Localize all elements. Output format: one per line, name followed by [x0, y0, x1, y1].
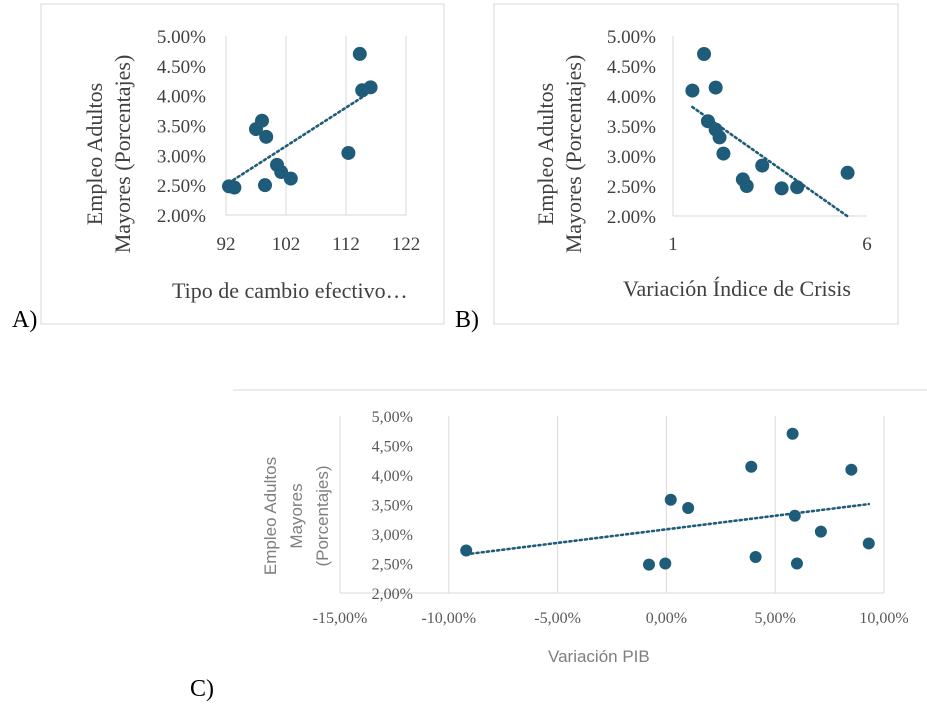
chart-a-y-tick-label: 2.50%: [157, 176, 206, 197]
chart-c-point: [786, 427, 799, 440]
chart-c: 2,00% 2,50% 3,00% 3,50% 4,00% 4,50% 5,00% -15,0…: [313, 409, 909, 627]
chart-a-x-tick-label: 122: [392, 234, 421, 255]
chart-a-point: [255, 113, 269, 128]
chart-c-point: [682, 502, 695, 515]
chart-b-point: [774, 181, 789, 196]
chart-a-trendline: [227, 90, 372, 185]
chart-a-y-tick-label: 4.50%: [157, 57, 206, 78]
chart-c-point: [845, 463, 858, 476]
chart-b: 2.00% 2.50% 3.00% 3.50% 4.00% 4.50% 5.00% 1 6: [607, 27, 872, 255]
chart-a-y-tick-label: 3.50%: [157, 117, 206, 138]
chart-a-y-tick-label: 3.00%: [157, 146, 206, 167]
chart-c-point: [862, 537, 875, 550]
chart-b-ylabel-line1: Empleo Adultos: [533, 83, 558, 225]
chart-b-y-tick-label: 4.00%: [607, 87, 656, 108]
chart-b-point: [739, 179, 754, 193]
chart-a-point: [227, 180, 242, 195]
chart-c-trendline: [464, 502, 871, 556]
chart-c-point: [460, 544, 473, 557]
chart-a-x-tick-label: 102: [272, 234, 301, 255]
chart-b-y-tick-label: 2.00%: [607, 207, 656, 228]
chart-b-y-tick-label: 4.50%: [607, 57, 656, 78]
chart-c-x-tick-label: 5,00%: [755, 610, 796, 627]
chart-c-y-tick-label: 3,50%: [372, 498, 413, 515]
chart-c-point: [659, 557, 672, 570]
chart-a-x-tick-label: 112: [332, 234, 360, 255]
chart-c-x-tick-label: -10,00%: [421, 610, 476, 627]
chart-c-x-tick-label: -15,00%: [313, 610, 368, 627]
chart-c-y-tick-label: 5,00%: [372, 409, 413, 426]
chart-c-ylabel-line3: (Porcentajes): [313, 465, 332, 566]
chart-c-point: [642, 558, 655, 571]
chart-b-xlabel: Variación Índice de Crisis: [623, 276, 851, 301]
chart-b-x-tick-label: 6: [862, 234, 872, 255]
chart-c-y-tick-label: 4,50%: [372, 439, 413, 456]
chart-b-point: [840, 165, 855, 180]
chart-c-x-tick-label: 0,00%: [646, 610, 687, 627]
chart-c-point: [664, 493, 677, 506]
chart-b-point: [712, 130, 727, 145]
chart-b-y-tick-label: 3.50%: [607, 117, 656, 138]
chart-b-point: [708, 80, 723, 95]
chart-c-ylabel-line2: Mayores: [287, 483, 306, 548]
chart-c-y-tick-label: 3,00%: [372, 527, 413, 544]
chart-a-y-tick-label: 4.00%: [157, 87, 206, 108]
chart-c-x-tick-label: -5,00%: [534, 610, 581, 627]
chart-b-ylabel-line2: Mayores (Porcentajes): [561, 55, 586, 254]
chart-a-y-tick-label: 2.00%: [157, 206, 206, 227]
chart-a-point: [283, 171, 298, 186]
chart-a-point: [352, 46, 367, 61]
chart-b-point: [755, 158, 770, 173]
chart-c-point: [814, 525, 827, 538]
chart-c-point: [749, 551, 762, 564]
chart-a-point: [258, 178, 272, 193]
panel-label-a: A): [12, 307, 37, 333]
chart-a-xlabel: Tipo de cambio efectivo…: [172, 278, 408, 303]
chart-c-x-tick-label: 10,00%: [859, 610, 908, 627]
chart-c-point: [790, 557, 803, 570]
chart-b-x-tick-label: 1: [668, 234, 678, 255]
chart-a-point: [341, 145, 356, 160]
chart-a-point: [363, 80, 378, 95]
chart-b-point: [790, 180, 805, 195]
chart-c-y-tick-label: 2,00%: [372, 586, 413, 603]
chart-a-point: [259, 129, 274, 144]
panel-a-frame: [40, 3, 445, 325]
chart-b-point: [697, 47, 712, 61]
panel-label-c: C): [190, 676, 214, 702]
chart-b-point: [685, 83, 700, 98]
chart-b-y-tick-label: 5.00%: [607, 27, 656, 48]
chart-c-ylabel-line1: Empleo Adultos: [261, 457, 280, 575]
chart-b-y-tick-label: 3.00%: [607, 147, 656, 168]
chart-c-xlabel: Variación PIB: [548, 647, 650, 666]
chart-a-y-tick-label: 5.00%: [157, 27, 206, 48]
chart-a-ylabel-line1: Empleo Adultos: [82, 83, 107, 225]
chart-b-point: [716, 146, 731, 161]
chart-c-y-tick-label: 2,50%: [372, 557, 413, 574]
chart-a-ylabel-line2: Mayores (Porcentajes): [110, 55, 135, 254]
chart-c-point: [788, 509, 801, 522]
chart-a: 2.00% 2.50% 3.00% 3.50% 4.00% 4.50% 5.00% 92 102…: [157, 27, 420, 255]
chart-c-y-tick-label: 4,00%: [372, 468, 413, 485]
chart-a-x-tick-label: 92: [217, 234, 236, 255]
panel-b-frame: [493, 3, 899, 325]
plot-layer: 2.00% 2.50% 3.00% 3.50% 4.00% 4.50% 5.00% 92 102…: [157, 27, 909, 627]
chart-c-point: [745, 460, 758, 473]
panel-label-b: B): [455, 307, 479, 333]
chart-b-y-tick-label: 2.50%: [607, 177, 656, 198]
